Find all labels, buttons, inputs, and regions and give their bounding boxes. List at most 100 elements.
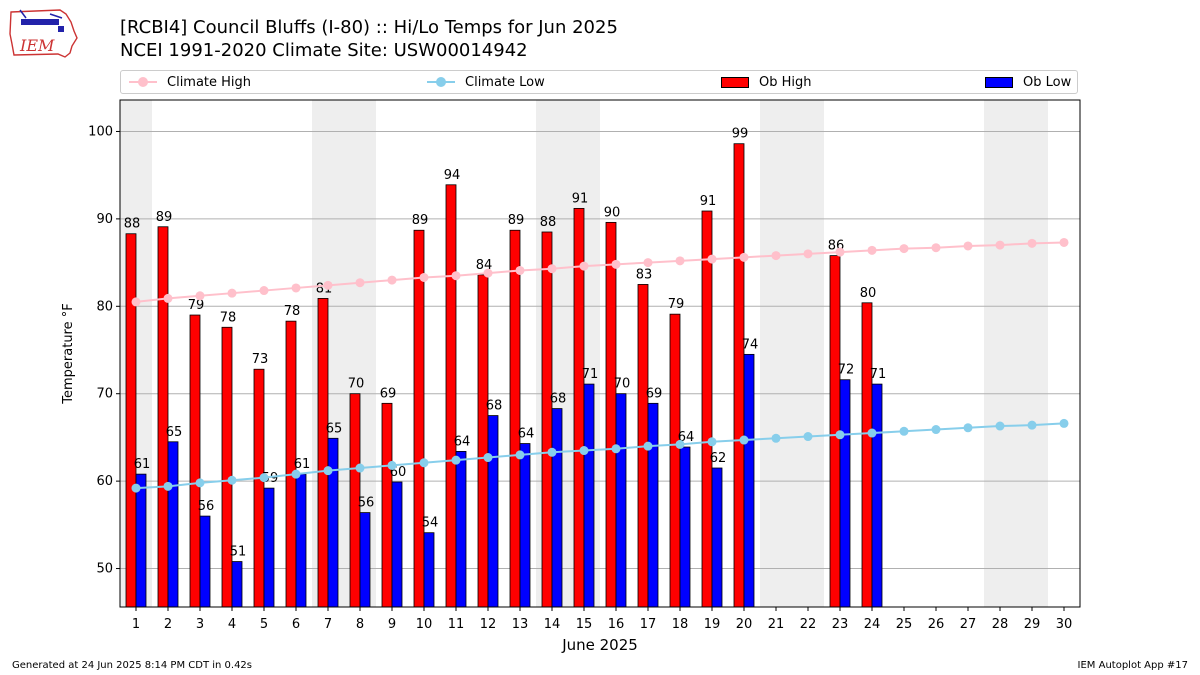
- climate-low-point: [483, 453, 493, 463]
- x-tick-label: 11: [448, 617, 465, 632]
- x-tick-label: 23: [832, 617, 849, 632]
- ob-low-bar: [871, 383, 883, 608]
- climate-high-line: [135, 241, 1065, 303]
- ob-high-label: 91: [572, 191, 589, 206]
- y-tick-label: 60: [96, 474, 113, 489]
- ob-low-bar: [199, 515, 211, 608]
- climate-high-point: [611, 259, 621, 269]
- climate-low-point: [355, 463, 365, 473]
- climate-high-point: [547, 264, 557, 274]
- ob-low-bar: [839, 379, 851, 608]
- climate-low-point: [675, 439, 685, 449]
- climate-low-point: [739, 435, 749, 445]
- x-tick-label: 15: [576, 617, 593, 632]
- climate-low-point: [387, 460, 397, 470]
- climate-low-point: [803, 432, 813, 442]
- climate-low-point: [323, 466, 333, 476]
- ob-low-bar: [487, 415, 499, 608]
- climate-low-point: [771, 433, 781, 443]
- climate-high-swatch: [129, 74, 157, 90]
- app-footer: IEM Autoplot App #17: [1077, 660, 1188, 671]
- climate-low-point: [547, 447, 557, 457]
- x-tick-label: 13: [512, 617, 529, 632]
- climate-high-point: [483, 268, 493, 278]
- climate-high-point: [835, 247, 845, 257]
- climate-high-point: [131, 297, 141, 307]
- ob-high-bar: [861, 302, 873, 608]
- x-tick-label: 19: [704, 617, 721, 632]
- climate-high-point: [451, 271, 461, 281]
- climate-low-point: [931, 425, 941, 435]
- ob-low-bar: [615, 393, 627, 608]
- y-axis-label: Temperature °F: [61, 303, 76, 404]
- climate-low-point: [227, 475, 237, 485]
- x-tick-label: 30: [1056, 617, 1073, 632]
- x-tick-label: 21: [768, 617, 785, 632]
- climate-high-point: [675, 256, 685, 266]
- x-tick-label: 20: [736, 617, 753, 632]
- ob-high-bar: [221, 326, 233, 608]
- climate-high-point: [227, 288, 237, 298]
- ob-high-label: 73: [252, 352, 269, 367]
- logo-text: IEM: [19, 36, 55, 55]
- ob-low-bar: [231, 561, 243, 608]
- ob-high-bar: [541, 231, 553, 608]
- x-tick-label: 5: [260, 617, 268, 632]
- x-tick-label: 26: [928, 617, 945, 632]
- legend-climate-high-label: Climate High: [167, 74, 252, 90]
- ob-low-bar: [263, 487, 275, 608]
- weekend-band: [984, 100, 1016, 607]
- ob-low-label: 62: [710, 451, 727, 466]
- climate-high-point: [259, 286, 269, 296]
- iem-logo: IEM: [9, 9, 78, 58]
- legend: Climate High Climate Low Ob High Ob Low: [120, 70, 1078, 94]
- climate-low-point: [611, 444, 621, 454]
- climate-low-point: [835, 430, 845, 440]
- ob-low-label: 64: [454, 434, 471, 449]
- climate-high-point: [771, 251, 781, 261]
- ob-high-bar: [125, 233, 137, 608]
- ob-low-label: 69: [646, 386, 663, 401]
- x-tick-label: 2: [164, 617, 172, 632]
- weekend-band: [760, 100, 792, 607]
- y-tick-label: 70: [96, 387, 113, 402]
- x-tick-label: 29: [1024, 617, 1041, 632]
- x-tick-label: 10: [416, 617, 433, 632]
- x-tick-label: 22: [800, 617, 817, 632]
- climate-low-point: [195, 478, 205, 488]
- ob-high-label: 78: [220, 310, 237, 325]
- ob-high-label: 80: [860, 286, 877, 301]
- climate-high-point: [707, 254, 717, 264]
- legend-ob-low-label: Ob Low: [1023, 74, 1072, 90]
- x-tick-label: 7: [324, 617, 332, 632]
- ob-high-label: 89: [156, 210, 173, 225]
- ob-low-bar: [647, 402, 659, 608]
- ob-high-bar: [381, 402, 393, 608]
- ob-high-bar: [445, 184, 457, 608]
- climate-low-point: [867, 428, 877, 438]
- ob-high-bar: [413, 229, 425, 608]
- climate-high-point: [1059, 237, 1069, 247]
- climate-low-point: [995, 421, 1005, 431]
- legend-climate-high: Climate High: [129, 74, 251, 90]
- ob-high-bar: [157, 226, 169, 608]
- x-tick-label: 6: [292, 617, 300, 632]
- ob-low-label: 74: [742, 337, 759, 352]
- ob-low-label: 61: [294, 457, 311, 472]
- climate-low-point: [899, 426, 909, 436]
- plot-frame: [119, 99, 1081, 608]
- climate-high-point: [931, 243, 941, 253]
- ob-high-bar: [317, 298, 329, 608]
- ob-low-label: 70: [614, 377, 631, 392]
- ob-low-label: 71: [870, 367, 887, 382]
- x-tick-label: 3: [196, 617, 204, 632]
- ob-low-label: 65: [326, 421, 343, 436]
- ob-low-bar: [423, 532, 435, 608]
- ob-high-bar: [733, 143, 745, 608]
- ob-low-label: 54: [422, 516, 439, 531]
- ob-low-bar: [711, 467, 723, 608]
- ob-low-label: 68: [550, 392, 567, 407]
- climate-high-point: [163, 293, 173, 303]
- climate-low-point: [451, 455, 461, 465]
- climate-high-point: [387, 275, 397, 285]
